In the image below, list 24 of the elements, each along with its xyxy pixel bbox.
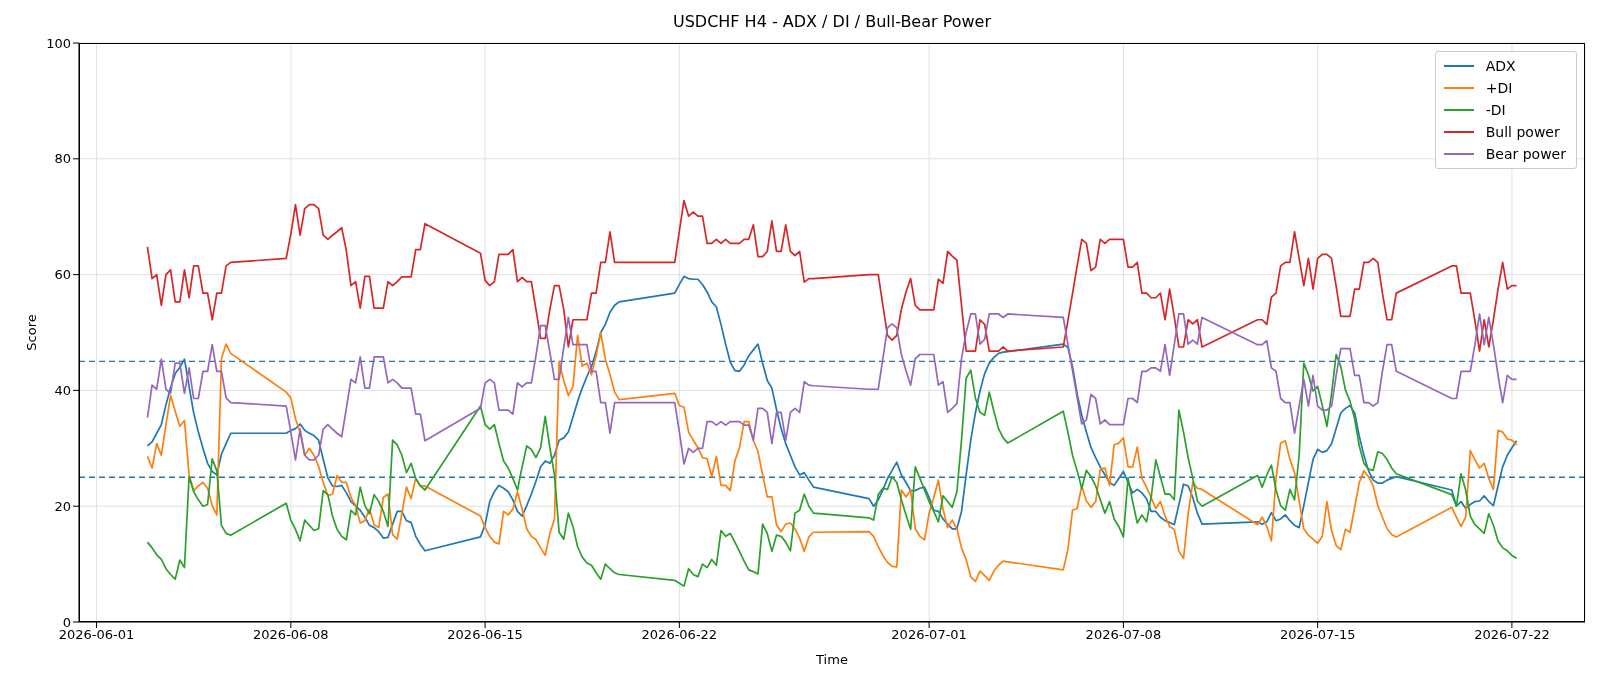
legend-label: Bear power xyxy=(1485,145,1566,164)
line-series xyxy=(146,199,1518,352)
y-tick-label: 100 xyxy=(46,35,71,51)
legend-label: -DI xyxy=(1485,101,1506,120)
y-axis-title: Score xyxy=(23,314,39,351)
x-tick-label: 2026-07-22 xyxy=(1474,627,1550,643)
y-tick-label: 80 xyxy=(54,151,71,167)
chart-title: USDCHF H4 - ADX / DI / Bull-Bear Power xyxy=(671,12,993,31)
x-tick-label: 2026-07-01 xyxy=(891,627,967,643)
legend-label: Bull power xyxy=(1485,123,1560,142)
y-tick-label: 0 xyxy=(62,614,71,630)
y-tick-label: 40 xyxy=(54,383,71,399)
x-tick-label: 2026-07-08 xyxy=(1085,627,1162,643)
legend-label: ADX xyxy=(1485,57,1516,76)
x-tick-label: 2026-06-01 xyxy=(58,627,135,643)
x-axis-title: Time xyxy=(815,652,848,667)
x-tick-label: 2026-06-22 xyxy=(641,627,718,643)
x-tick-label: 2026-06-15 xyxy=(447,627,523,643)
y-tick-label: 60 xyxy=(54,267,71,283)
x-tick-label: 2026-06-08 xyxy=(253,627,329,643)
y-tick-label: 20 xyxy=(54,498,71,514)
line-series xyxy=(146,313,1518,465)
legend-label: +DI xyxy=(1485,79,1513,98)
x-tick-label: 2026-07-15 xyxy=(1279,627,1356,643)
